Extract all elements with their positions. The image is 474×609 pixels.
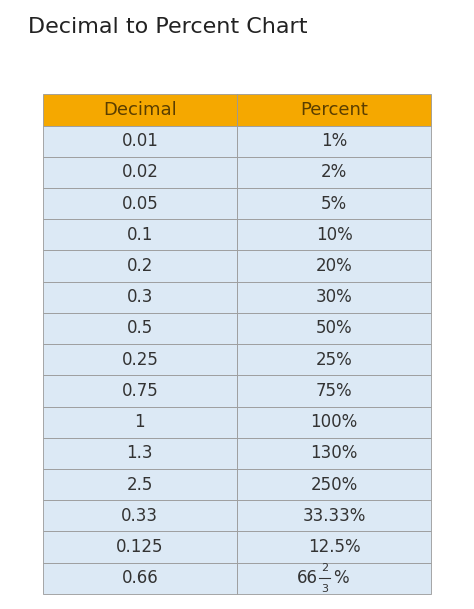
Text: 0.02: 0.02 (121, 163, 158, 181)
Text: 25%: 25% (316, 351, 353, 368)
Text: 66: 66 (297, 569, 318, 587)
Text: 1.3: 1.3 (127, 445, 153, 462)
Text: 12.5%: 12.5% (308, 538, 361, 556)
Bar (237, 563, 431, 594)
Bar (237, 469, 431, 500)
Bar (43, 125, 237, 157)
Bar (43, 563, 237, 594)
Bar (237, 125, 431, 157)
Bar (43, 344, 237, 375)
Bar (237, 313, 431, 344)
Bar (237, 407, 431, 438)
Text: 0.05: 0.05 (121, 195, 158, 213)
Bar (237, 157, 431, 188)
Bar (43, 469, 237, 500)
Bar (237, 219, 431, 250)
Text: 2%: 2% (321, 163, 347, 181)
Bar (43, 250, 237, 281)
Text: Decimal: Decimal (103, 101, 177, 119)
Bar (237, 438, 431, 469)
Text: 1: 1 (135, 413, 145, 431)
Bar (43, 281, 237, 313)
Text: Decimal to Percent Chart: Decimal to Percent Chart (28, 18, 308, 37)
Bar (237, 500, 431, 531)
Text: 0.2: 0.2 (127, 257, 153, 275)
Text: 20%: 20% (316, 257, 353, 275)
Text: 250%: 250% (310, 476, 358, 493)
Text: 130%: 130% (310, 445, 358, 462)
Text: 30%: 30% (316, 288, 353, 306)
Bar (237, 188, 431, 219)
Text: 50%: 50% (316, 320, 353, 337)
Text: 3: 3 (321, 583, 328, 594)
Bar (43, 313, 237, 344)
Bar (43, 94, 237, 125)
Bar (43, 500, 237, 531)
Bar (237, 281, 431, 313)
Text: 1%: 1% (321, 132, 347, 150)
Bar (43, 157, 237, 188)
Bar (43, 531, 237, 563)
Text: 0.01: 0.01 (121, 132, 158, 150)
Text: Percent: Percent (300, 101, 368, 119)
Text: %: % (333, 569, 348, 587)
Text: 2: 2 (321, 563, 328, 572)
Bar (237, 344, 431, 375)
Text: 0.25: 0.25 (121, 351, 158, 368)
Bar (43, 188, 237, 219)
Text: 0.33: 0.33 (121, 507, 158, 525)
Text: 2.5: 2.5 (127, 476, 153, 493)
Text: 100%: 100% (310, 413, 358, 431)
Text: 5%: 5% (321, 195, 347, 213)
Bar (43, 438, 237, 469)
Text: 33.33%: 33.33% (302, 507, 366, 525)
Text: 75%: 75% (316, 382, 353, 400)
Text: 0.66: 0.66 (121, 569, 158, 587)
Text: 0.3: 0.3 (127, 288, 153, 306)
Text: 10%: 10% (316, 226, 353, 244)
Bar (237, 94, 431, 125)
Bar (43, 407, 237, 438)
Bar (237, 250, 431, 281)
Text: 0.1: 0.1 (127, 226, 153, 244)
Text: 0.75: 0.75 (121, 382, 158, 400)
Bar (43, 219, 237, 250)
Bar (237, 531, 431, 563)
Bar (237, 375, 431, 407)
Bar (43, 375, 237, 407)
Text: 0.5: 0.5 (127, 320, 153, 337)
Text: 0.125: 0.125 (116, 538, 164, 556)
